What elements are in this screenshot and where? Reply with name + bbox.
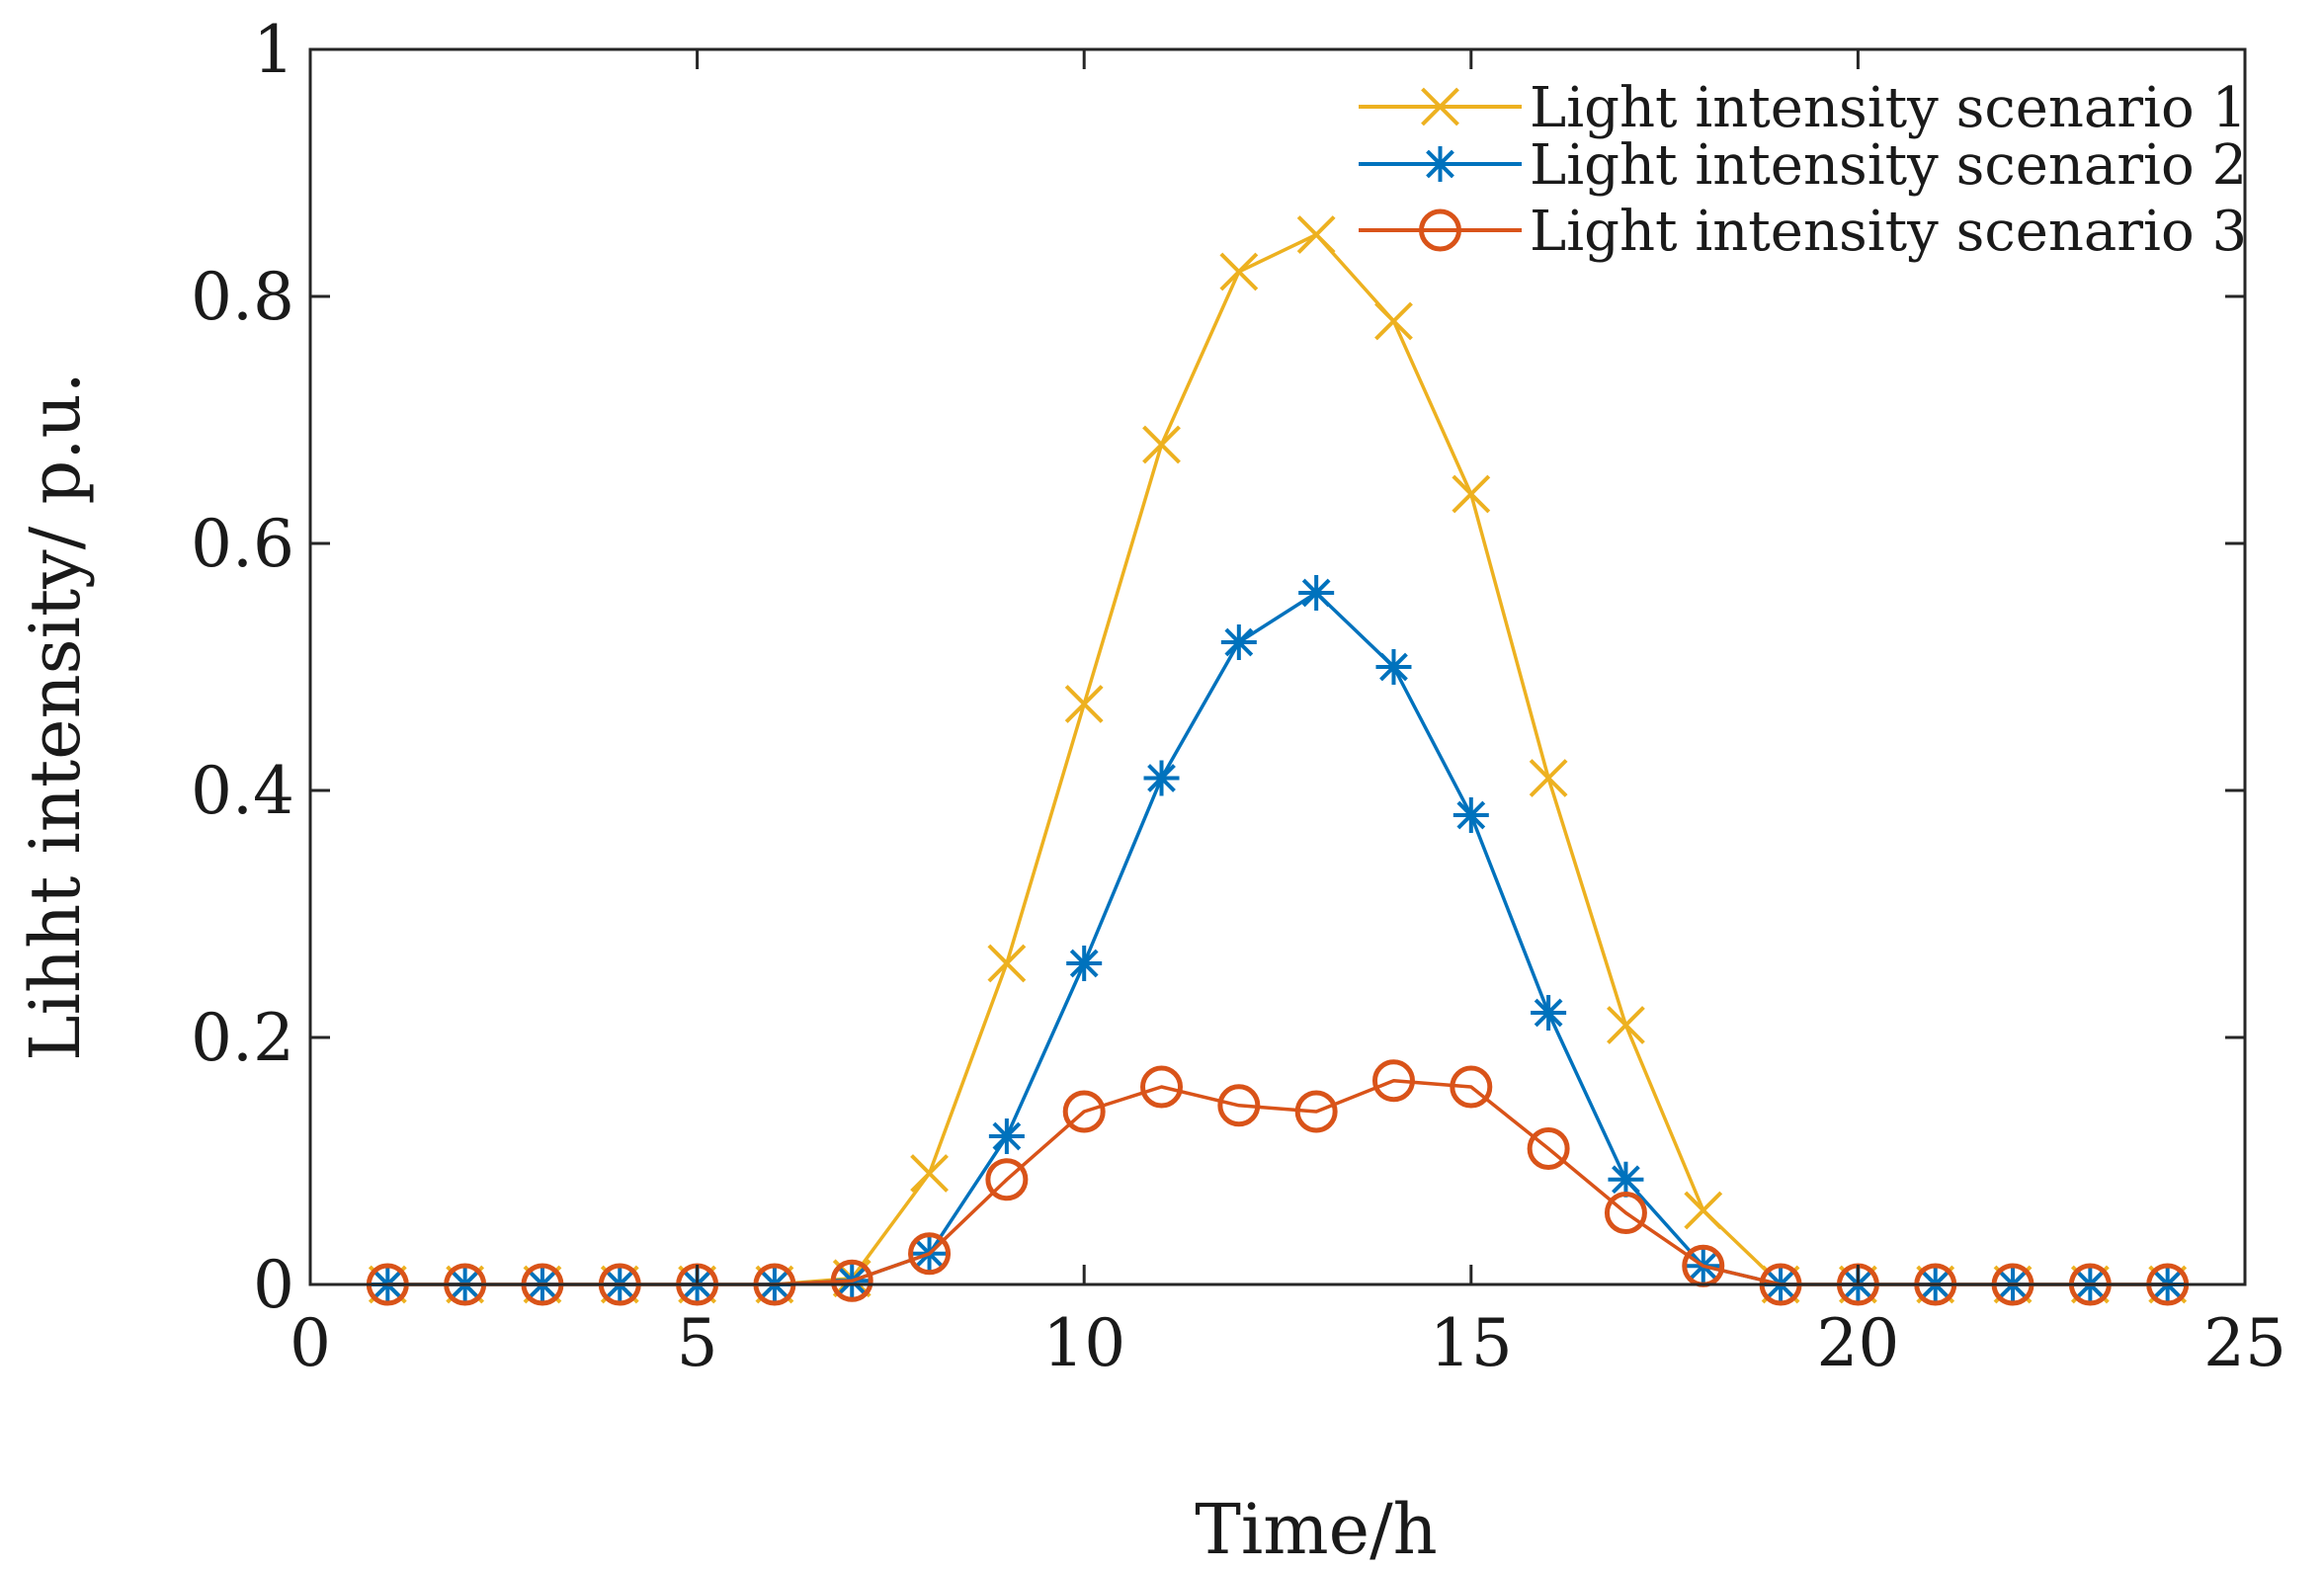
circle-marker: [1294, 1090, 1338, 1133]
data-point: [1374, 301, 1413, 341]
data-point: [1217, 1084, 1261, 1127]
data-point: [1607, 1006, 1645, 1044]
y-tick-label: 0: [253, 1247, 294, 1323]
data-point: [985, 1158, 1029, 1201]
circle-marker: [1371, 1059, 1415, 1103]
x-marker-stroke: [1064, 685, 1104, 723]
data-point: [1371, 1059, 1415, 1103]
circle-marker: [1217, 1084, 1261, 1127]
y-tick-label: 0.8: [191, 259, 294, 335]
data-point: [988, 1118, 1025, 1154]
axes-box: [308, 47, 2247, 1286]
data-point: [1294, 1090, 1338, 1133]
data-point: [1140, 1065, 1184, 1109]
circle-marker: [985, 1158, 1029, 1201]
data-point: [1066, 946, 1103, 981]
data-point: [908, 1232, 952, 1276]
data-point: [1064, 685, 1104, 723]
data-point: [910, 1154, 949, 1193]
x-marker-stroke: [1452, 474, 1491, 514]
data-point: [830, 1259, 873, 1302]
data-point: [1296, 215, 1336, 254]
x-tick-label: 5: [677, 1305, 718, 1381]
data-point: [1450, 1065, 1493, 1109]
asterisk-marker-stroke: [1224, 627, 1254, 657]
legend-item-3: Light intensity scenario 3: [1359, 200, 2247, 264]
asterisk-marker-stroke: [1612, 1165, 1640, 1195]
circle-marker: [830, 1259, 873, 1302]
asterisk-marker-stroke: [1301, 578, 1331, 608]
y-tick-label: 0.4: [191, 753, 294, 829]
data-point: [1531, 995, 1567, 1031]
data-point: [1062, 1090, 1106, 1133]
asterisk-marker-stroke: [1379, 652, 1408, 682]
asterisk-marker-stroke: [1456, 800, 1486, 830]
circle-marker: [1527, 1127, 1570, 1170]
asterisk-marker-stroke: [1534, 998, 1563, 1028]
asterisk-marker-stroke: [992, 1121, 1022, 1151]
x-marker-stroke: [1421, 87, 1459, 126]
legend-label: Light intensity scenario 3: [1530, 200, 2247, 264]
x-tick-label: 20: [1816, 1305, 1899, 1381]
asterisk-marker-stroke: [1069, 949, 1099, 978]
x-marker-stroke: [910, 1154, 949, 1193]
data-point: [1452, 474, 1491, 514]
data-point: [1375, 649, 1412, 685]
x-tick-label: 0: [290, 1305, 331, 1381]
data-point: [1452, 797, 1489, 833]
x-tick-label: 15: [1430, 1305, 1513, 1381]
data-point: [1219, 252, 1259, 291]
data-point: [1529, 759, 1568, 797]
x-marker-stroke: [1684, 1191, 1723, 1230]
x-axis-label: Time/h: [1195, 1489, 1438, 1570]
data-point: [1142, 425, 1181, 464]
plot-background: [310, 49, 2245, 1284]
data-point: [987, 944, 1027, 983]
x-marker-stroke: [1142, 425, 1181, 464]
x-marker-stroke: [1296, 215, 1336, 254]
y-axis-label: Lihht intensity/ p.u.: [15, 372, 96, 1061]
x-marker-stroke: [1529, 759, 1568, 797]
legend-label: Light intensity scenario 1: [1530, 76, 2247, 140]
data-point: [1220, 624, 1257, 660]
x-tick-label: 10: [1042, 1305, 1125, 1381]
y-tick-label: 1: [253, 12, 294, 88]
x-marker-stroke: [1374, 301, 1413, 341]
legend-label: Light intensity scenario 2: [1530, 133, 2247, 198]
circle-marker: [1450, 1065, 1493, 1109]
circle-marker: [908, 1232, 952, 1276]
data-point: [1684, 1191, 1723, 1230]
data-point: [1143, 760, 1180, 796]
asterisk-marker-stroke: [1147, 764, 1176, 792]
y-tick-label: 0.2: [191, 1000, 294, 1076]
legend-item-1: Light intensity scenario 1: [1359, 76, 2247, 140]
plot-area: [310, 49, 2245, 1284]
circle-marker: [1604, 1192, 1647, 1234]
data-point: [1298, 575, 1335, 611]
legend-item-2: Light intensity scenario 2: [1359, 133, 2247, 198]
x-tick-label: 25: [2203, 1305, 2286, 1381]
data-point: [1608, 1161, 1644, 1198]
x-marker-stroke: [987, 944, 1027, 983]
circle-marker: [1140, 1065, 1184, 1109]
data-point: [1604, 1192, 1647, 1234]
x-marker-stroke: [1607, 1006, 1645, 1044]
y-tick-label: 0.6: [191, 506, 294, 582]
axes-layer: 0 5 10 15 20 25 0 0.2 0.4 0.6 0.8 1: [191, 12, 2286, 1381]
x-marker-stroke: [1219, 252, 1259, 291]
data-point: [1527, 1127, 1570, 1170]
circle-marker: [1062, 1090, 1106, 1133]
asterisk-marker-stroke: [1426, 149, 1454, 179]
circle-marker: [1419, 208, 1461, 252]
